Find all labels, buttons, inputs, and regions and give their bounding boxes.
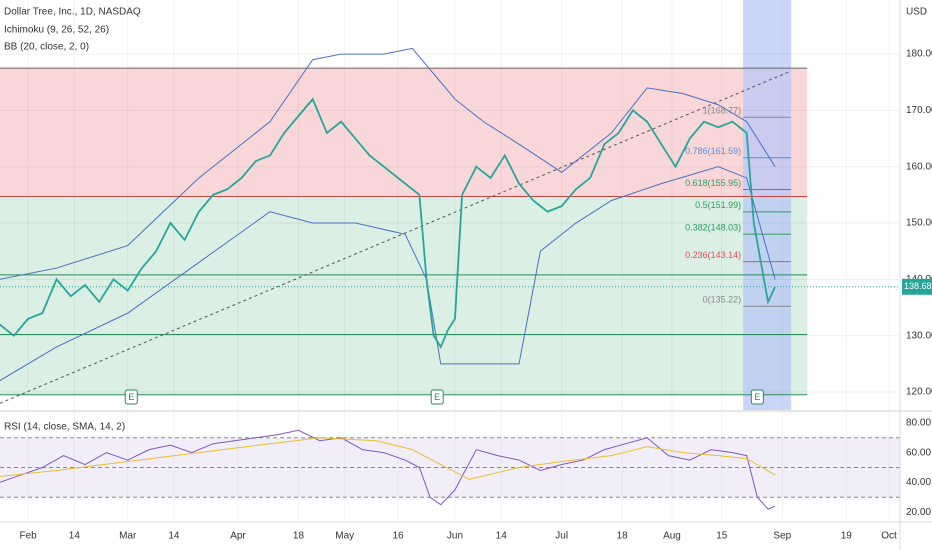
rsi-tick-label: 80.00	[906, 418, 931, 429]
y-tick-label: 180.00	[906, 49, 932, 60]
x-tick-label: Feb	[19, 531, 37, 542]
zone	[0, 196, 808, 395]
series-line	[0, 47, 776, 280]
x-tick-label: 14	[69, 531, 81, 542]
rsi-title: RSI (14, close, SMA, 14, 2)	[4, 422, 125, 433]
earnings-marker	[430, 389, 444, 405]
x-tick-label: 18	[293, 531, 305, 542]
zone	[0, 68, 808, 197]
earnings-marker	[124, 389, 138, 405]
fib-label: 0.382(148.03)	[685, 222, 741, 232]
x-tick-label: Jun	[447, 531, 463, 542]
x-tick-label: 18	[617, 531, 629, 542]
trendline	[0, 70, 792, 404]
fib-label: 0.5(151.99)	[695, 200, 741, 210]
chart-title: Dollar Tree, Inc., 1D, NASDAQ	[4, 7, 141, 18]
x-tick-label: Aug	[663, 531, 681, 542]
series-line	[0, 429, 776, 510]
x-tick-label: Mar	[119, 531, 137, 542]
x-tick-label: 14	[168, 531, 180, 542]
x-tick-label: Oct	[881, 531, 897, 542]
x-tick-label: 14	[496, 531, 508, 542]
y-tick-label: 150.00	[906, 218, 932, 229]
earnings-label: E	[128, 392, 134, 402]
fib-label: 0.786(161.59)	[685, 146, 741, 156]
earnings-label: E	[434, 392, 440, 402]
zone	[743, 0, 792, 410]
x-tick-label: 19	[841, 531, 853, 542]
x-tick-label: Apr	[230, 531, 246, 542]
x-tick-label: 16	[393, 531, 405, 542]
indicator-label: BB (20, close, 2, 0)	[4, 42, 89, 53]
y-tick-label: 130.00	[906, 330, 932, 341]
indicator-label: Ichimoku (9, 26, 52, 26)	[4, 25, 109, 36]
x-tick-label: 15	[716, 531, 728, 542]
last-price-tag	[902, 278, 932, 295]
series-line	[0, 166, 776, 382]
series-line	[0, 437, 776, 480]
fib-label: 1(168.77)	[703, 106, 742, 116]
rsi-tick-label: 60.00	[906, 447, 931, 458]
x-tick-label: May	[335, 531, 354, 542]
y-tick-label: 160.00	[906, 161, 932, 172]
series-line	[0, 97, 776, 349]
fib-label: 0.618(155.95)	[685, 178, 741, 188]
fib-label: 0(135.22)	[703, 295, 742, 305]
y-tick-label: 120.00	[906, 387, 932, 398]
earnings-label: E	[754, 392, 760, 402]
currency-label: USD	[906, 7, 927, 18]
x-tick-label: Sep	[773, 531, 791, 542]
earnings-marker	[750, 389, 764, 405]
y-tick-label: 170.00	[906, 105, 932, 116]
last-price-label: 138.68	[904, 281, 932, 291]
fib-label: 0.236(143.14)	[685, 250, 741, 260]
rsi-tick-label: 40.00	[906, 477, 931, 488]
rsi-tick-label: 20.00	[906, 507, 931, 518]
x-tick-label: Jul	[555, 531, 568, 542]
